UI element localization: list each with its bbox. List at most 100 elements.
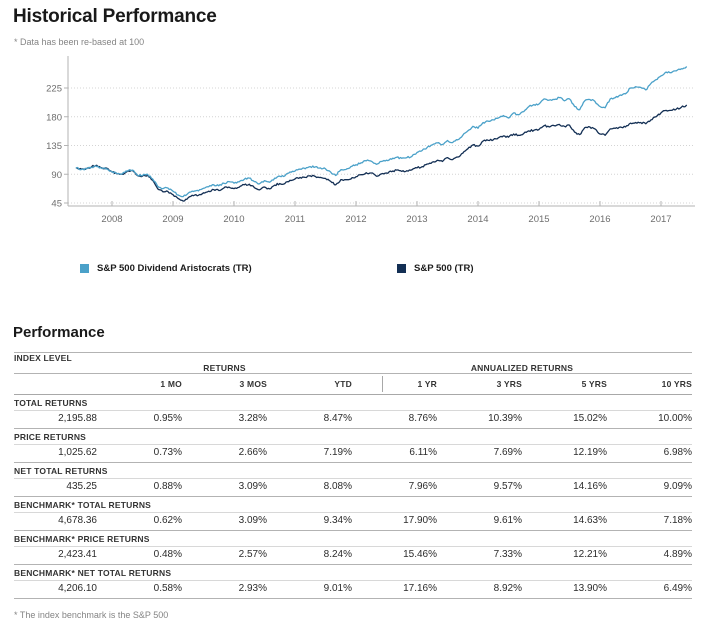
historical-performance-line-chart: 45 90 135 180 225 2008 2009 2010 2011 2012 2013 201… <box>46 56 695 225</box>
table-cell: 7.96% <box>408 481 437 492</box>
table-cell: 15.46% <box>403 549 437 560</box>
rebase-note: * Data has been re-based at 100 <box>14 37 145 47</box>
y-axis-tick-label: 225 <box>46 84 62 95</box>
table-group-header-row: INDEX LEVEL RETURNS ANNUALIZED RETURNS <box>14 352 692 374</box>
table-section-label: BENCHMARK* PRICE RETURNS <box>14 531 692 547</box>
table-value-row: 435.25 0.88% 3.09% 8.08% 7.96% 9.57% 14.16% 9.0… <box>14 479 692 497</box>
table-cell: 9.09% <box>663 481 692 492</box>
table-cell: 6.98% <box>663 447 692 458</box>
performance-table: INDEX LEVEL RETURNS ANNUALIZED RETURNS 1… <box>14 352 692 599</box>
table-section-label: PRICE RETURNS <box>14 429 692 445</box>
table-cell: 3.09% <box>238 515 267 526</box>
table-cell: 9.01% <box>323 583 352 594</box>
column-header-10-yrs: 10 YRS <box>661 379 692 389</box>
x-axis-tick-label: 2013 <box>406 214 427 225</box>
table-cell: 9.57% <box>493 481 522 492</box>
legend-label-sp500: S&P 500 (TR) <box>414 262 474 274</box>
table-section-label: NET TOTAL RETURNS <box>14 463 692 479</box>
table-value-row: 1,025.62 0.73% 2.66% 7.19% 6.11% 7.69% 12.19% 6… <box>14 445 692 463</box>
table-cell: 17.16% <box>403 583 437 594</box>
table-cell: 0.73% <box>153 447 182 458</box>
column-header-3-mos: 3 MOS <box>239 379 267 389</box>
table-section-label: BENCHMARK* NET TOTAL RETURNS <box>14 565 692 581</box>
column-header-3-yrs: 3 YRS <box>496 379 522 389</box>
index-level-value: 4,678.36 <box>58 515 97 526</box>
table-cell: 0.48% <box>153 549 182 560</box>
x-axis-tick-label: 2015 <box>528 214 549 225</box>
table-cell: 0.95% <box>153 413 182 424</box>
y-axis-tick-label: 45 <box>51 199 62 210</box>
table-cell: 12.19% <box>573 447 607 458</box>
x-axis-tick-label: 2014 <box>467 214 488 225</box>
table-cell: 9.34% <box>323 515 352 526</box>
column-header-5-yrs: 5 YRS <box>581 379 607 389</box>
table-cell: 7.33% <box>493 549 522 560</box>
table-section-label: BENCHMARK* TOTAL RETURNS <box>14 497 692 513</box>
legend-item-aristocrats: S&P 500 Dividend Aristocrats (TR) <box>80 262 252 274</box>
table-cell: 0.88% <box>153 481 182 492</box>
x-axis-tick-label: 2009 <box>162 214 183 225</box>
x-axis-tick-label: 2010 <box>223 214 244 225</box>
group-header-returns: RETURNS <box>203 363 246 373</box>
table-column-header-row: 1 MO 3 MOS YTD 1 YR 3 YRS 5 YRS 10 YRS <box>14 374 692 395</box>
legend-item-sp500: S&P 500 (TR) <box>397 262 473 274</box>
column-header-1-mo: 1 MO <box>160 379 182 389</box>
column-header-ytd: YTD <box>334 379 352 389</box>
table-body: TOTAL RETURNS 2,195.88 0.95% 3.28% 8.47% 8.76… <box>14 395 692 599</box>
y-axis-tick-label: 90 <box>51 170 62 181</box>
x-axis-tick-label: 2016 <box>589 214 610 225</box>
table-cell: 8.76% <box>408 413 437 424</box>
index-level-value: 435.25 <box>66 481 97 492</box>
index-level-value: 1,025.62 <box>58 447 97 458</box>
legend-label-aristocrats: S&P 500 Dividend Aristocrats (TR) <box>97 262 252 274</box>
table-cell: 2.93% <box>238 583 267 594</box>
group-header-annualized-returns: ANNUALIZED RETURNS <box>470 363 574 373</box>
x-axis-tick-label: 2011 <box>285 214 305 225</box>
table-value-row: 2,423.41 0.48% 2.57% 8.24% 15.46% 7.33% 12.21%… <box>14 547 692 565</box>
table-cell: 13.90% <box>573 583 607 594</box>
table-cell: 14.63% <box>573 515 607 526</box>
table-cell: 8.92% <box>493 583 522 594</box>
table-value-row: 4,206.10 0.58% 2.93% 9.01% 17.16% 8.92% 13.90%… <box>14 581 692 599</box>
sp500-swatch-icon <box>397 263 406 273</box>
table-cell: 6.49% <box>663 583 692 594</box>
index-level-value: 2,423.41 <box>58 549 97 560</box>
table-cell: 6.11% <box>409 447 437 458</box>
performance-section-title: Performance <box>13 324 105 341</box>
table-value-row: 2,195.88 0.95% 3.28% 8.47% 8.76% 10.39% 15.02%… <box>14 411 692 429</box>
table-cell: 0.58% <box>153 583 182 594</box>
table-cell: 8.47% <box>323 413 352 424</box>
table-value-row: 4,678.36 0.62% 3.09% 9.34% 17.90% 9.61% 14.63%… <box>14 513 692 531</box>
x-axis-tick-label: 2008 <box>101 214 122 225</box>
table-cell: 3.09% <box>238 481 267 492</box>
table-cell: 10.00% <box>658 413 692 424</box>
returns-annualized-divider <box>382 376 383 392</box>
index-level-value: 2,195.88 <box>58 413 97 424</box>
table-cell: 8.08% <box>323 481 352 492</box>
benchmark-footnote: * The index benchmark is the S&P 500 <box>14 610 169 620</box>
table-cell: 14.16% <box>573 481 607 492</box>
table-cell: 4.89% <box>663 549 692 560</box>
table-cell: 7.18% <box>663 515 692 526</box>
table-cell: 0.62% <box>153 515 182 526</box>
group-header-index-level: INDEX LEVEL <box>14 353 72 363</box>
column-header-1-yr: 1 YR <box>417 379 437 389</box>
y-axis-tick-label: 180 <box>46 112 62 123</box>
table-cell: 10.39% <box>488 413 522 424</box>
table-cell: 7.19% <box>323 447 352 458</box>
y-axis-tick-label: 135 <box>46 141 62 152</box>
x-axis-tick-label: 2017 <box>650 214 671 225</box>
table-cell: 2.66% <box>238 447 267 458</box>
index-level-value: 4,206.10 <box>58 583 97 594</box>
table-cell: 17.90% <box>403 515 437 526</box>
x-axis-tick-label: 2012 <box>345 214 366 225</box>
sp500-line <box>75 104 688 202</box>
table-cell: 7.69% <box>493 447 522 458</box>
table-cell: 12.21% <box>573 549 607 560</box>
table-cell: 3.28% <box>238 413 267 424</box>
table-cell: 8.24% <box>323 549 352 560</box>
page-title: Historical Performance <box>13 6 217 27</box>
table-cell: 9.61% <box>493 515 522 526</box>
table-cell: 2.57% <box>238 549 267 560</box>
